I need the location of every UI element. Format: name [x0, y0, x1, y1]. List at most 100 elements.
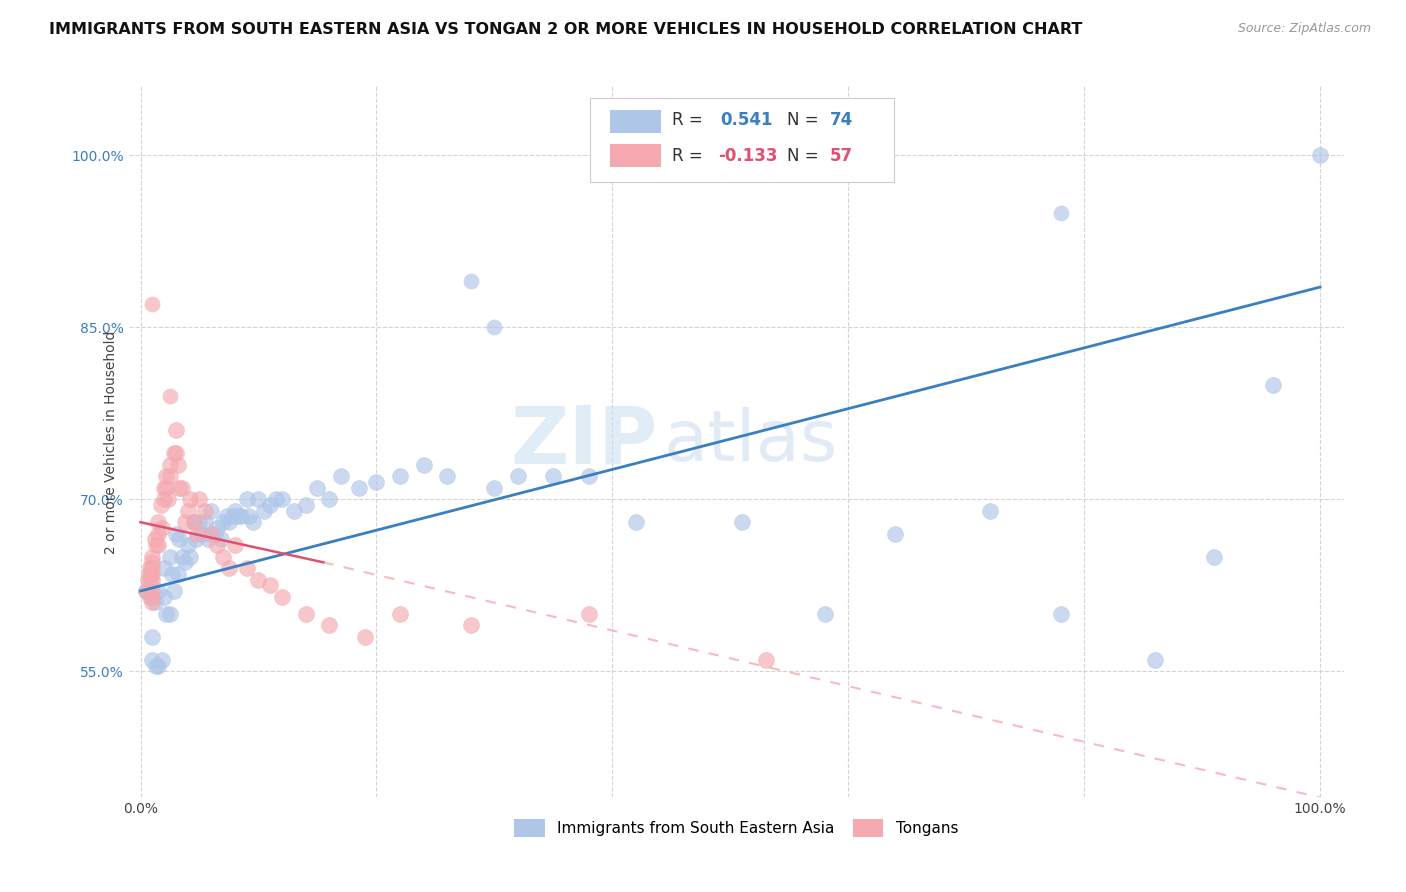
Point [1261, 377, 1284, 392]
Point [347, 481, 370, 495]
Point [353, 630, 375, 644]
Text: Source: ZipAtlas.com: Source: ZipAtlas.com [1237, 22, 1371, 36]
Point [224, 538, 246, 552]
Point [205, 538, 228, 552]
Point [212, 549, 235, 564]
Text: N =: N = [787, 147, 818, 165]
Point [141, 653, 163, 667]
Point [139, 573, 162, 587]
Point [170, 481, 193, 495]
Point [460, 274, 482, 288]
Point [1309, 148, 1331, 162]
Point [578, 469, 600, 483]
Text: 0.541: 0.541 [720, 112, 773, 129]
Point [159, 549, 181, 564]
FancyBboxPatch shape [610, 144, 661, 167]
Point [259, 578, 281, 592]
Point [165, 424, 187, 438]
Point [205, 521, 228, 535]
Point [179, 549, 201, 564]
Point [139, 590, 162, 604]
Point [1202, 549, 1225, 564]
Point [242, 515, 264, 529]
Point [979, 504, 1001, 518]
Point [238, 509, 260, 524]
Point [153, 561, 176, 575]
Point [235, 492, 257, 507]
Point [141, 566, 163, 581]
Point [1049, 607, 1071, 621]
Point [247, 492, 270, 507]
Point [506, 469, 529, 483]
Point [215, 509, 238, 524]
Point [155, 481, 177, 495]
Text: IMMIGRANTS FROM SOUTH EASTERN ASIA VS TONGAN 2 OR MORE VEHICLES IN HOUSEHOLD COR: IMMIGRANTS FROM SOUTH EASTERN ASIA VS TO… [49, 22, 1083, 37]
Point [221, 509, 243, 524]
Point [141, 573, 163, 587]
Point [165, 446, 187, 460]
Point [294, 607, 316, 621]
Point [150, 521, 173, 535]
Point [731, 515, 754, 529]
Point [294, 498, 316, 512]
Point [139, 566, 162, 581]
Point [135, 584, 157, 599]
Point [155, 607, 177, 621]
Point [228, 509, 250, 524]
Point [162, 566, 184, 581]
Point [136, 573, 159, 587]
Point [194, 504, 217, 518]
Point [141, 590, 163, 604]
Point [200, 504, 222, 518]
Point [484, 481, 506, 495]
Point [148, 515, 170, 529]
Point [153, 481, 176, 495]
Point [271, 590, 294, 604]
Point [138, 584, 160, 599]
Point [177, 504, 200, 518]
Point [159, 469, 181, 483]
Point [253, 504, 276, 518]
Point [153, 492, 176, 507]
Point [307, 481, 329, 495]
Point [412, 458, 434, 472]
Point [264, 492, 287, 507]
Point [578, 607, 600, 621]
Point [389, 607, 412, 621]
Point [162, 446, 184, 460]
Point [436, 469, 458, 483]
Point [149, 498, 172, 512]
Point [167, 566, 190, 581]
Point [218, 561, 240, 575]
Legend: Immigrants from South Eastern Asia, Tongans: Immigrants from South Eastern Asia, Tong… [508, 814, 965, 843]
Point [141, 297, 163, 311]
Point [141, 595, 163, 609]
Point [209, 533, 232, 547]
Point [186, 526, 208, 541]
Point [188, 492, 211, 507]
Point [170, 549, 193, 564]
Point [318, 618, 340, 632]
Point [224, 504, 246, 518]
Point [153, 590, 176, 604]
Point [148, 526, 170, 541]
Point [212, 515, 235, 529]
Point [145, 538, 167, 552]
Point [143, 533, 166, 547]
Point [141, 549, 163, 564]
Point [143, 595, 166, 609]
Point [247, 573, 270, 587]
Point [197, 533, 219, 547]
Point [259, 498, 281, 512]
Point [138, 566, 160, 581]
Point [159, 389, 181, 403]
Point [162, 584, 184, 599]
Text: R =: R = [672, 147, 703, 165]
Point [283, 504, 305, 518]
Point [177, 538, 200, 552]
FancyBboxPatch shape [610, 110, 661, 133]
Point [139, 561, 162, 575]
Point [141, 630, 163, 644]
Point [194, 515, 217, 529]
FancyBboxPatch shape [591, 98, 894, 182]
